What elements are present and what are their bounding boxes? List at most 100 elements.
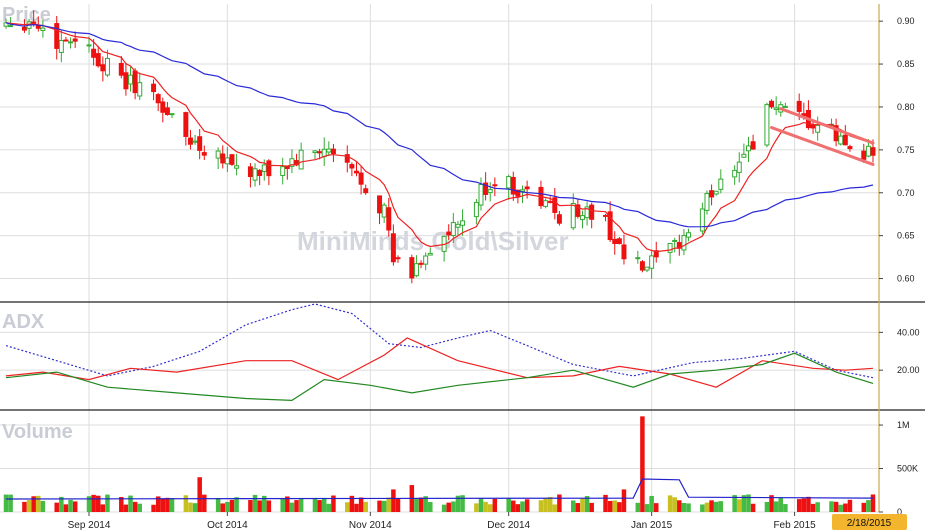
candle [280,157,286,185]
candle [192,134,198,145]
volume-bar [22,501,27,512]
volume-bar [68,499,73,512]
volume-bar [331,495,336,512]
volume-bar [612,500,617,512]
candle [709,184,715,206]
candle [524,180,530,199]
volume-bar [654,503,659,512]
volume-bar [681,503,687,512]
candle [330,144,336,163]
price-candles [3,10,876,284]
candle [317,148,323,160]
volume-bar [732,495,737,512]
volume-bar [266,500,272,512]
candle [423,252,429,271]
candle [3,18,9,29]
volume-bar [3,494,9,512]
volume-bar [686,503,691,512]
candle [344,145,350,173]
volume-bar [132,501,138,512]
volume-bar [644,504,650,512]
volume-bar [197,477,202,512]
candle [515,189,521,204]
volume-bar [640,416,645,512]
candle [704,190,710,215]
volume-bar [487,504,493,512]
volume-bar [704,502,710,512]
volume-bar [750,503,756,512]
volume-bar [672,497,677,512]
candle [483,172,489,201]
adx-tick-label: 20.00 [897,365,920,375]
volume-bar [363,501,368,512]
candle [224,146,230,172]
candle [201,145,207,161]
volume-bar [801,498,807,512]
candle [570,193,576,231]
candle [363,184,369,195]
volume-bar [220,503,225,512]
adx-series-line [5,352,874,402]
candle [247,163,253,188]
x-tick-label: Sep 2014 [68,520,111,531]
volume-bar [552,504,558,512]
candle [234,153,240,176]
price-tick-label: 0.70 [897,188,915,198]
candle [506,174,512,200]
candle [197,129,203,160]
volume-bar [280,499,285,512]
candle [556,210,562,226]
price-ma-long-line [5,22,874,228]
candle [266,159,272,186]
candle [155,92,161,112]
current-date-label: 2/18/2015 [847,518,892,529]
volume-tick-label: 1M [897,420,910,430]
volume-bar [252,494,258,512]
candle [552,188,558,220]
volume-bar [8,494,13,512]
candle [63,36,69,42]
volume-bar [160,498,166,512]
candle [409,254,415,284]
volume-bar [391,489,396,512]
volume-bar [746,494,751,512]
volume-bar [617,502,622,512]
candle [639,260,645,273]
volume-bar [709,500,714,512]
adx-series-line [5,303,874,379]
candle [128,66,134,92]
adx-panel-title: ADX [2,311,45,333]
volume-bar [165,497,170,512]
volume-bar [183,495,189,512]
volume-bar [59,496,64,512]
price-ma-short-line [5,22,874,253]
candle [782,102,788,108]
candle [164,102,170,116]
volume-bar [492,498,498,512]
volume-bar [155,496,161,512]
candle [54,15,60,60]
volume-bar [169,498,175,512]
candle [732,165,738,185]
candle [413,255,419,278]
volume-bars [3,416,876,512]
x-tick-label: Nov 2014 [349,520,392,531]
price-tick-label: 0.85 [897,59,915,69]
candle [681,229,687,256]
candle [386,197,392,237]
volume-bar [607,500,613,512]
volume-bar [40,500,46,512]
volume-bar [123,504,129,512]
volume-bar [677,500,682,512]
adx-lines [5,303,874,402]
candle [118,55,124,79]
price-tick-label: 0.80 [897,102,915,112]
candle [487,182,493,202]
volume-bar [95,495,101,512]
candle [91,39,97,66]
candle [750,134,756,150]
candle [492,177,498,197]
candle [326,141,332,157]
volume-bar [506,498,511,512]
volume-bar [294,500,299,512]
